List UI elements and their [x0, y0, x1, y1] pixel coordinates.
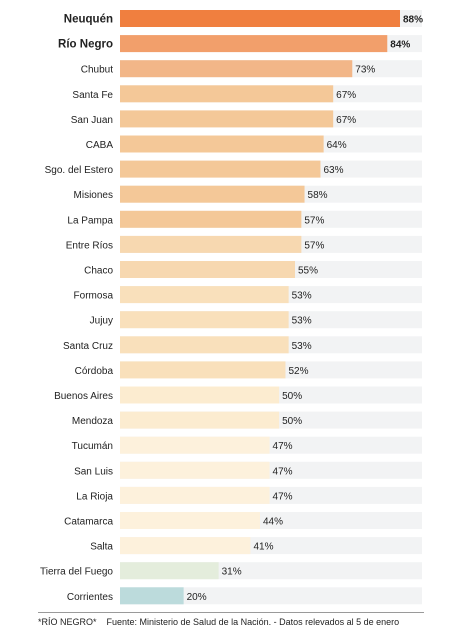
category-label-caba: CABA — [86, 140, 114, 151]
category-label-buenos-aires: Buenos Aires — [54, 391, 113, 402]
bar-salta — [120, 537, 251, 555]
bar-neuquen — [120, 10, 400, 27]
value-label-buenos-aires: 50% — [282, 391, 302, 402]
value-label-chubut: 73% — [355, 65, 375, 76]
value-label-catamarca: 44% — [263, 517, 283, 528]
value-label-mendoza: 50% — [282, 416, 302, 427]
category-label-cordoba: Córdoba — [75, 366, 114, 377]
value-label-chaco: 55% — [298, 266, 318, 277]
value-label-misiones: 58% — [308, 190, 328, 201]
value-label-jujuy: 53% — [292, 316, 312, 327]
bar-tucuman — [120, 436, 270, 454]
bar-sgo-del-estero — [120, 160, 321, 178]
bar-chaco — [120, 261, 295, 278]
value-label-tucuman: 47% — [273, 441, 293, 452]
value-label-formosa: 53% — [292, 291, 312, 302]
bar-rio-negro — [120, 35, 388, 53]
value-label-san-luis: 47% — [273, 466, 293, 477]
value-label-la-pampa: 57% — [304, 215, 324, 226]
category-label-sgo-del-estero: Sgo. del Estero — [45, 165, 114, 176]
value-label-tierra-del-fuego: 31% — [222, 567, 242, 578]
category-label-chubut: Chubut — [81, 65, 113, 76]
value-label-entre-rios: 57% — [304, 240, 324, 251]
category-label-entre-rios: Entre Ríos — [66, 240, 113, 251]
bar-misiones — [120, 185, 305, 203]
value-label-rio-negro: 84% — [390, 40, 410, 51]
footer-note: *RÍO NEGRO* — [38, 617, 97, 627]
value-label-neuquen: 88% — [403, 15, 423, 26]
bar-mendoza — [120, 411, 280, 429]
bar-corrientes — [120, 587, 184, 605]
value-label-caba: 64% — [327, 140, 347, 151]
bar-chubut — [120, 60, 353, 78]
bar-buenos-aires — [120, 386, 280, 404]
category-label-corrientes: Corrientes — [67, 592, 113, 603]
category-label-misiones: Misiones — [74, 190, 113, 201]
bar-caba — [120, 135, 324, 153]
chart-footer: *RÍO NEGRO* Fuente: Ministerio de Salud d… — [38, 612, 424, 627]
category-label-san-juan: San Juan — [71, 115, 113, 126]
bar-formosa — [120, 286, 289, 304]
source-note: Fuente: Ministerio de Salud de la Nación… — [106, 617, 400, 627]
category-label-san-luis: San Luis — [74, 466, 113, 477]
category-label-santa-fe: Santa Fe — [72, 90, 113, 101]
bar-track-corrientes — [120, 587, 422, 605]
bar-catamarca — [120, 512, 260, 529]
category-label-la-pampa: La Pampa — [67, 215, 113, 226]
category-label-santa-cruz: Santa Cruz — [63, 341, 113, 352]
value-label-santa-cruz: 53% — [292, 341, 312, 352]
value-label-santa-fe: 67% — [336, 90, 356, 101]
category-label-mendoza: Mendoza — [72, 416, 114, 427]
value-label-cordoba: 52% — [288, 366, 308, 377]
bar-cordoba — [120, 361, 286, 379]
category-label-neuquen: Neuquén — [64, 14, 113, 26]
bar-la-pampa — [120, 210, 302, 228]
category-label-catamarca: Catamarca — [64, 517, 113, 528]
category-label-chaco: Chaco — [84, 266, 113, 277]
bar-jujuy — [120, 311, 289, 329]
value-label-salta: 41% — [253, 542, 273, 553]
bar-santa-fe — [120, 85, 334, 103]
bar-entre-rios — [120, 235, 302, 253]
category-label-la-rioja: La Rioja — [76, 491, 113, 502]
bar-santa-cruz — [120, 336, 289, 354]
category-label-formosa: Formosa — [74, 291, 114, 302]
category-label-tierra-del-fuego: Tierra del Fuego — [40, 567, 113, 578]
value-label-sgo-del-estero: 63% — [323, 165, 343, 176]
value-label-la-rioja: 47% — [273, 491, 293, 502]
value-label-corrientes: 20% — [187, 592, 207, 603]
category-label-jujuy: Jujuy — [90, 316, 113, 327]
category-label-salta: Salta — [90, 542, 113, 553]
value-label-san-juan: 67% — [336, 115, 356, 126]
bar-san-juan — [120, 110, 334, 128]
bar-tierra-del-fuego — [120, 562, 219, 580]
bar-san-luis — [120, 461, 270, 479]
category-label-rio-negro: Río Negro — [58, 39, 113, 51]
bar-la-rioja — [120, 486, 270, 504]
category-label-tucuman: Tucumán — [72, 441, 113, 452]
